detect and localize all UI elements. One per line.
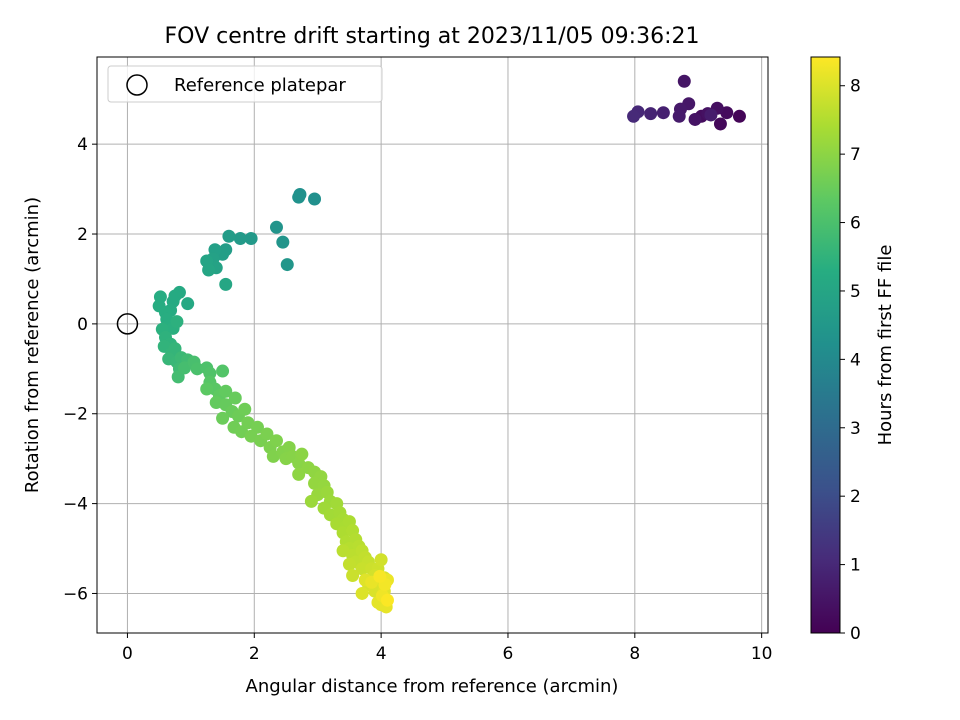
colorbar-tick-label: 8 (850, 77, 861, 97)
colorbar-tick-label: 6 (850, 214, 861, 234)
data-point (168, 342, 182, 356)
data-point (202, 263, 216, 277)
data-point (200, 382, 214, 396)
data-point (704, 108, 718, 122)
legend-box (107, 65, 383, 103)
grid-lines (97, 57, 768, 633)
data-point (292, 467, 306, 481)
data-point (228, 391, 242, 405)
data-point (216, 364, 230, 378)
data-point (250, 420, 264, 434)
data-point (732, 109, 746, 123)
colorbar-ticks: 0 1 2 3 4 5 6 7 8 (840, 77, 861, 644)
chart-title: FOV centre drift starting at 2023/11/05 … (165, 24, 700, 49)
data-point (280, 258, 294, 272)
x-tick-label: 6 (503, 644, 514, 664)
data-point (713, 117, 727, 131)
data-point (672, 109, 686, 123)
data-point (170, 315, 184, 329)
data-point (181, 297, 195, 311)
data-point (627, 109, 641, 123)
data-point (203, 366, 217, 380)
y-tick-label: −6 (63, 584, 88, 604)
data-point (644, 107, 658, 121)
colorbar-tick-label: 2 (850, 487, 861, 507)
colorbar-label: Hours from first FF file (875, 245, 896, 446)
y-tick-label: −2 (63, 405, 88, 425)
data-point (222, 229, 236, 243)
colorbar-tick-label: 4 (850, 350, 861, 370)
y-axis-ticks: −6 −4 −2 0 2 4 (63, 135, 97, 604)
x-axis-ticks: 0 2 4 6 8 10 (122, 633, 772, 664)
colorbar-gradient (810, 56, 841, 634)
data-point (688, 112, 702, 126)
colorbar-tick-label: 3 (850, 419, 861, 439)
data-point (656, 106, 670, 120)
legend-marker-icon (126, 74, 148, 96)
data-point (304, 494, 318, 508)
data-point (178, 361, 192, 375)
colorbar-tick-label: 1 (850, 556, 861, 576)
y-tick-label: −4 (63, 495, 88, 515)
y-tick-label: 0 (77, 315, 88, 335)
colorbar-tick-label: 0 (850, 624, 861, 644)
data-point (269, 434, 283, 448)
data-point (276, 235, 290, 249)
data-point (346, 568, 360, 582)
data-point (233, 232, 247, 246)
x-tick-label: 0 (122, 644, 133, 664)
data-point (355, 586, 369, 600)
x-tick-label: 4 (376, 644, 387, 664)
data-point (260, 427, 274, 441)
reference-marker (116, 313, 139, 335)
y-axis-label: Rotation from reference (arcmin) (22, 197, 43, 493)
legend-label: Reference platepar (174, 75, 346, 96)
colorbar-tick-label: 5 (850, 282, 861, 302)
colorbar-tick-label: 7 (850, 145, 861, 165)
x-tick-label: 10 (751, 644, 773, 664)
data-point (342, 557, 356, 571)
colorbar: 0 1 2 3 4 5 6 7 8 Hours from first FF file (810, 56, 896, 644)
data-point (308, 192, 322, 206)
legend: Reference platepar (107, 65, 383, 103)
data-point (244, 232, 258, 246)
plot-frame (96, 56, 769, 634)
reference-point (116, 313, 139, 335)
data-point (216, 411, 230, 425)
x-tick-label: 2 (249, 644, 260, 664)
data-point (292, 190, 306, 204)
y-tick-label: 4 (77, 135, 88, 155)
x-tick-label: 8 (629, 644, 640, 664)
data-point (171, 370, 185, 384)
data-point (219, 384, 233, 398)
x-axis-label: Angular distance from reference (arcmin) (246, 676, 619, 697)
data-point (355, 562, 369, 576)
data-point (190, 362, 204, 376)
data-point (374, 553, 388, 567)
data-point (295, 447, 309, 461)
data-point (219, 277, 233, 291)
data-point (373, 569, 387, 583)
data-point (238, 402, 252, 416)
data-point (677, 74, 691, 88)
data-point (380, 593, 394, 607)
y-tick-label: 2 (77, 225, 88, 245)
data-point (269, 220, 283, 234)
scatter-points (152, 74, 746, 614)
